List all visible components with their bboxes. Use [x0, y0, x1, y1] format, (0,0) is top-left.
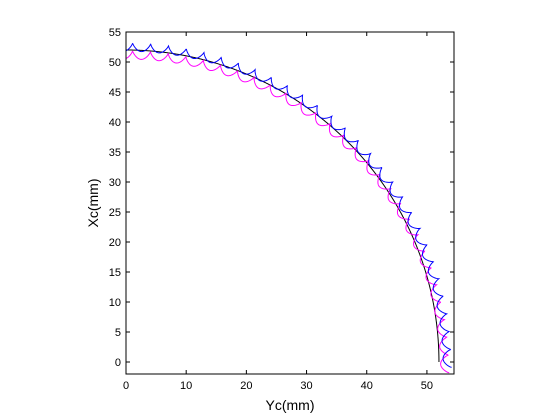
- y-tick-label: 40: [109, 117, 121, 129]
- y-tick-label: 10: [109, 297, 121, 309]
- y-tick-label: 5: [115, 327, 121, 339]
- y-tick-label: 20: [109, 237, 121, 249]
- plot-frame: [125, 31, 455, 375]
- x-tick-label: 30: [300, 380, 312, 392]
- series-line-1: [126, 50, 450, 374]
- y-tick-label: 25: [109, 207, 121, 219]
- x-axis-ticks: 0 10 20 30 40 50: [123, 32, 433, 392]
- x-tick-label: 0: [123, 380, 129, 392]
- y-tick-label: 0: [115, 357, 121, 369]
- y-tick-label: 50: [109, 57, 121, 69]
- y-tick-label: 15: [109, 267, 121, 279]
- plot-area: [126, 32, 454, 374]
- x-tick-label: 40: [361, 380, 373, 392]
- y-tick-label: 55: [109, 27, 121, 39]
- x-axis-label: Yc(mm): [266, 397, 315, 413]
- series-line-0: [126, 49, 440, 362]
- x-tick-label: 50: [421, 380, 433, 392]
- y-tick-label: 30: [109, 177, 121, 189]
- y-tick-label: 35: [109, 147, 121, 159]
- series-layer: [126, 42, 452, 374]
- y-axis-ticks: 0 5 10 15 20 25 30 35 40 45 50 55: [109, 27, 454, 369]
- x-tick-label: 10: [180, 380, 192, 392]
- series-line-2: [126, 42, 452, 368]
- x-tick-label: 20: [240, 380, 252, 392]
- y-axis-label: Xc(mm): [85, 179, 101, 228]
- y-tick-label: 45: [109, 87, 121, 99]
